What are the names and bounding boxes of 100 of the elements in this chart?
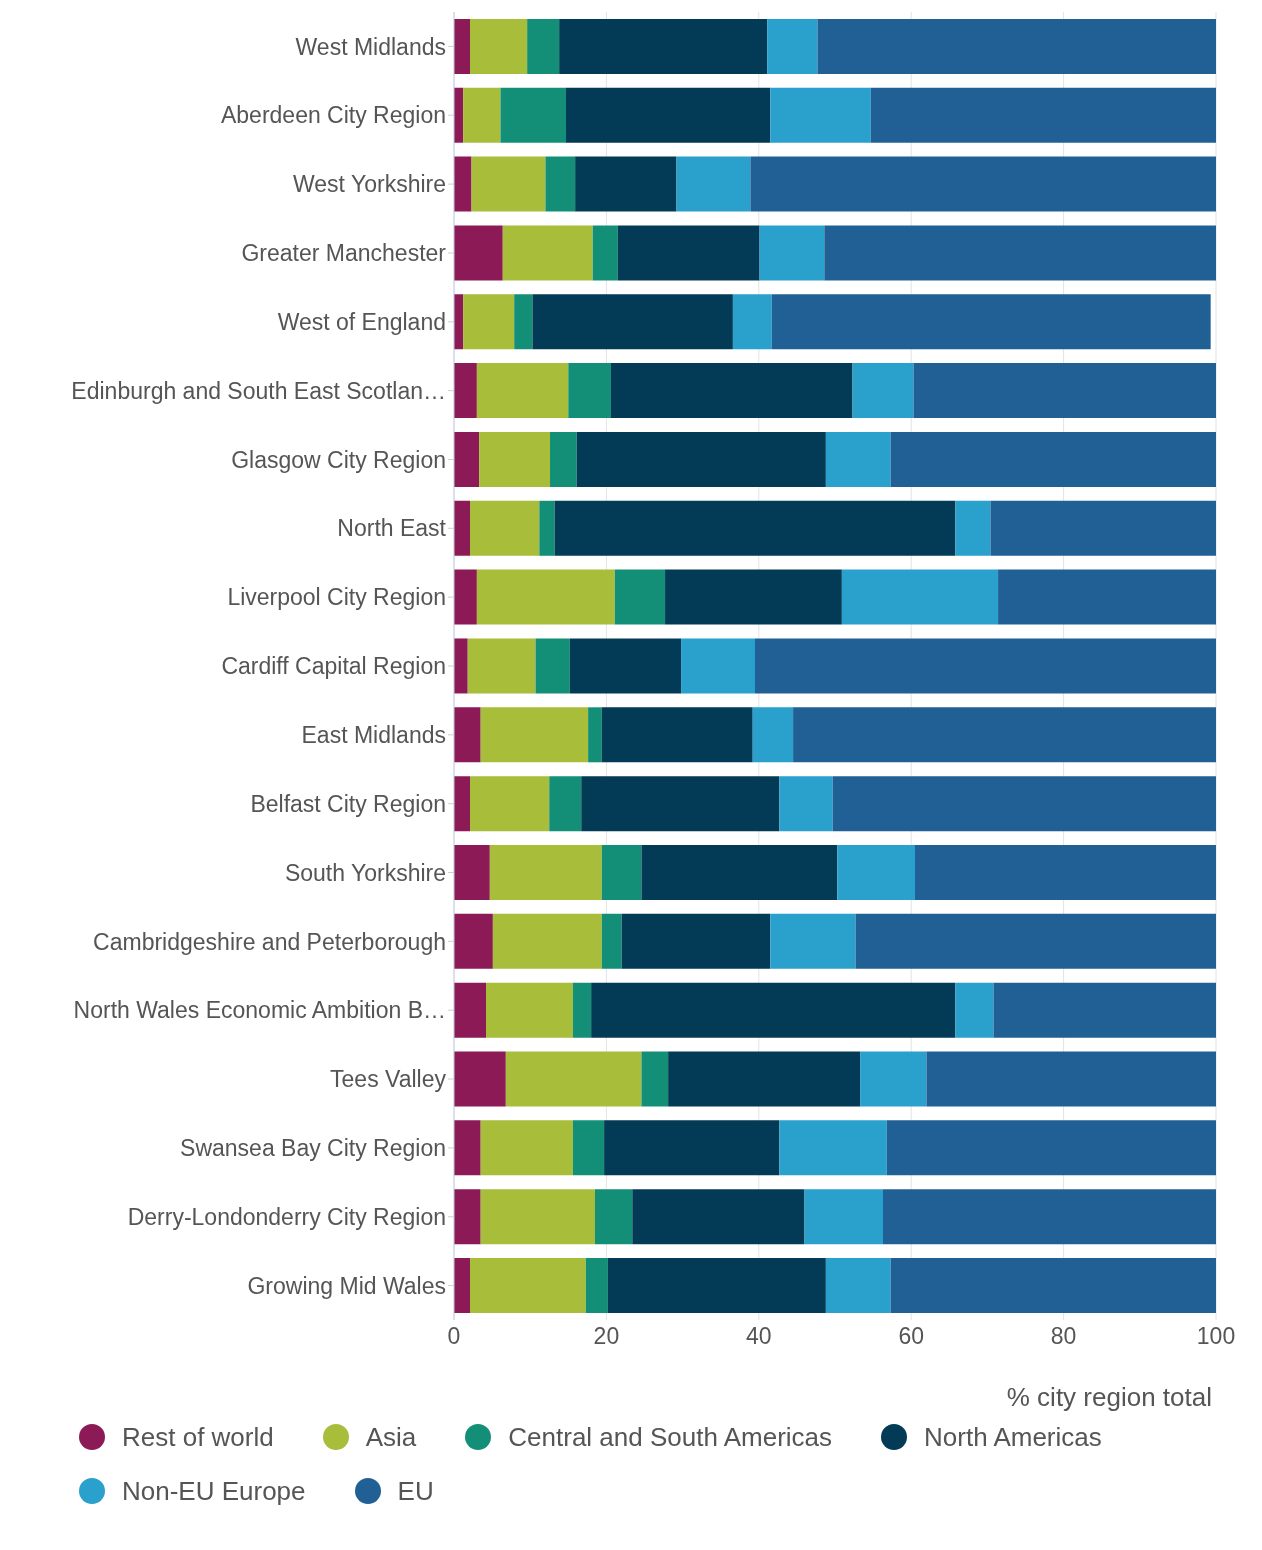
bar bbox=[476, 569, 615, 625]
legend-label: EU bbox=[396, 1475, 434, 1508]
bar bbox=[883, 1189, 1216, 1245]
legend-label: Rest of world bbox=[121, 1421, 274, 1454]
bar bbox=[554, 500, 956, 556]
y-tick-label: Derry-Londonderry City Region bbox=[127, 1203, 446, 1230]
bar bbox=[535, 638, 570, 694]
bar bbox=[467, 638, 536, 694]
bar bbox=[454, 776, 470, 832]
bar bbox=[767, 18, 818, 74]
bar bbox=[454, 707, 481, 763]
bar bbox=[665, 569, 842, 625]
bar bbox=[470, 500, 540, 556]
bar bbox=[860, 1051, 927, 1107]
x-tick-label: 100 bbox=[1196, 1323, 1236, 1350]
bar bbox=[454, 500, 470, 556]
bar bbox=[454, 156, 472, 212]
y-tick-label: West of England bbox=[277, 308, 446, 335]
bar bbox=[505, 1051, 642, 1107]
legend-label: Non-EU Europe bbox=[121, 1475, 306, 1508]
bar bbox=[470, 18, 528, 74]
bar bbox=[454, 913, 493, 969]
bar bbox=[825, 1258, 891, 1314]
bar bbox=[759, 225, 825, 281]
y-tick-label: West Midlands bbox=[295, 33, 446, 60]
bar bbox=[463, 87, 501, 143]
bar bbox=[890, 431, 1216, 487]
bar bbox=[601, 707, 753, 763]
bar bbox=[621, 913, 771, 969]
bar bbox=[681, 638, 755, 694]
y-tick-label: Edinburgh and South East Scotlan… bbox=[71, 377, 446, 404]
bar bbox=[926, 1051, 1216, 1107]
bar bbox=[915, 844, 1216, 900]
bar bbox=[588, 707, 602, 763]
bar bbox=[569, 638, 682, 694]
bar bbox=[617, 225, 760, 281]
y-tick-label: Swansea Bay City Region bbox=[180, 1135, 446, 1162]
bar bbox=[454, 1258, 470, 1314]
bar bbox=[572, 982, 592, 1038]
bar bbox=[454, 569, 477, 625]
bar bbox=[998, 569, 1216, 625]
bar bbox=[592, 225, 618, 281]
bar bbox=[752, 707, 794, 763]
y-tick-label: Cambridgeshire and Peterborough bbox=[93, 928, 446, 955]
bar bbox=[852, 363, 914, 419]
y-tick-label: Cardiff Capital Region bbox=[221, 653, 446, 680]
bar bbox=[454, 1120, 481, 1176]
bar bbox=[779, 1120, 887, 1176]
bar bbox=[837, 844, 916, 900]
bar bbox=[676, 156, 751, 212]
y-tick-label: North East bbox=[337, 515, 447, 542]
bar bbox=[470, 1258, 586, 1314]
bar bbox=[607, 1258, 826, 1314]
bar bbox=[545, 156, 576, 212]
bar bbox=[463, 294, 515, 350]
bar bbox=[454, 844, 490, 900]
x-tick-label: 0 bbox=[447, 1323, 461, 1350]
bar bbox=[470, 776, 550, 832]
legend-label: Asia bbox=[364, 1421, 417, 1454]
bar bbox=[568, 363, 611, 419]
bar bbox=[817, 18, 1216, 74]
bar bbox=[476, 363, 569, 419]
bar bbox=[471, 156, 546, 212]
y-tick-label: Glasgow City Region bbox=[231, 446, 446, 473]
bar bbox=[480, 1120, 573, 1176]
bar bbox=[641, 844, 838, 900]
bar bbox=[955, 500, 991, 556]
y-tick-label: West Yorkshire bbox=[293, 171, 446, 198]
bar bbox=[855, 913, 1216, 969]
y-tick-label: Tees Valley bbox=[330, 1066, 447, 1093]
bar bbox=[454, 1051, 506, 1107]
bar bbox=[732, 294, 772, 350]
bar bbox=[955, 982, 994, 1038]
bar bbox=[632, 1189, 805, 1245]
bar bbox=[610, 363, 853, 419]
x-tick-label: 20 bbox=[593, 1323, 620, 1350]
bar bbox=[514, 294, 533, 350]
bar bbox=[913, 363, 1216, 419]
bar bbox=[841, 569, 999, 625]
bar bbox=[990, 500, 1216, 556]
bar bbox=[532, 294, 733, 350]
bar bbox=[581, 776, 780, 832]
y-tick-label: East Midlands bbox=[301, 722, 446, 749]
legend-label: North Americas bbox=[924, 1422, 1102, 1452]
bar bbox=[500, 87, 567, 143]
bar bbox=[594, 1189, 633, 1245]
bar bbox=[585, 1258, 608, 1314]
bar bbox=[527, 18, 560, 74]
y-tick-label: South Yorkshire bbox=[284, 859, 446, 886]
bar bbox=[886, 1120, 1216, 1176]
bar bbox=[770, 87, 871, 143]
bar bbox=[454, 225, 503, 281]
bar bbox=[591, 982, 956, 1038]
x-tick-label: 40 bbox=[746, 1323, 772, 1350]
bar bbox=[454, 363, 477, 419]
bar bbox=[804, 1189, 884, 1245]
bar bbox=[454, 1189, 481, 1245]
bar bbox=[779, 776, 833, 832]
x-tick-label: 80 bbox=[1050, 1323, 1077, 1350]
bar bbox=[454, 431, 480, 487]
